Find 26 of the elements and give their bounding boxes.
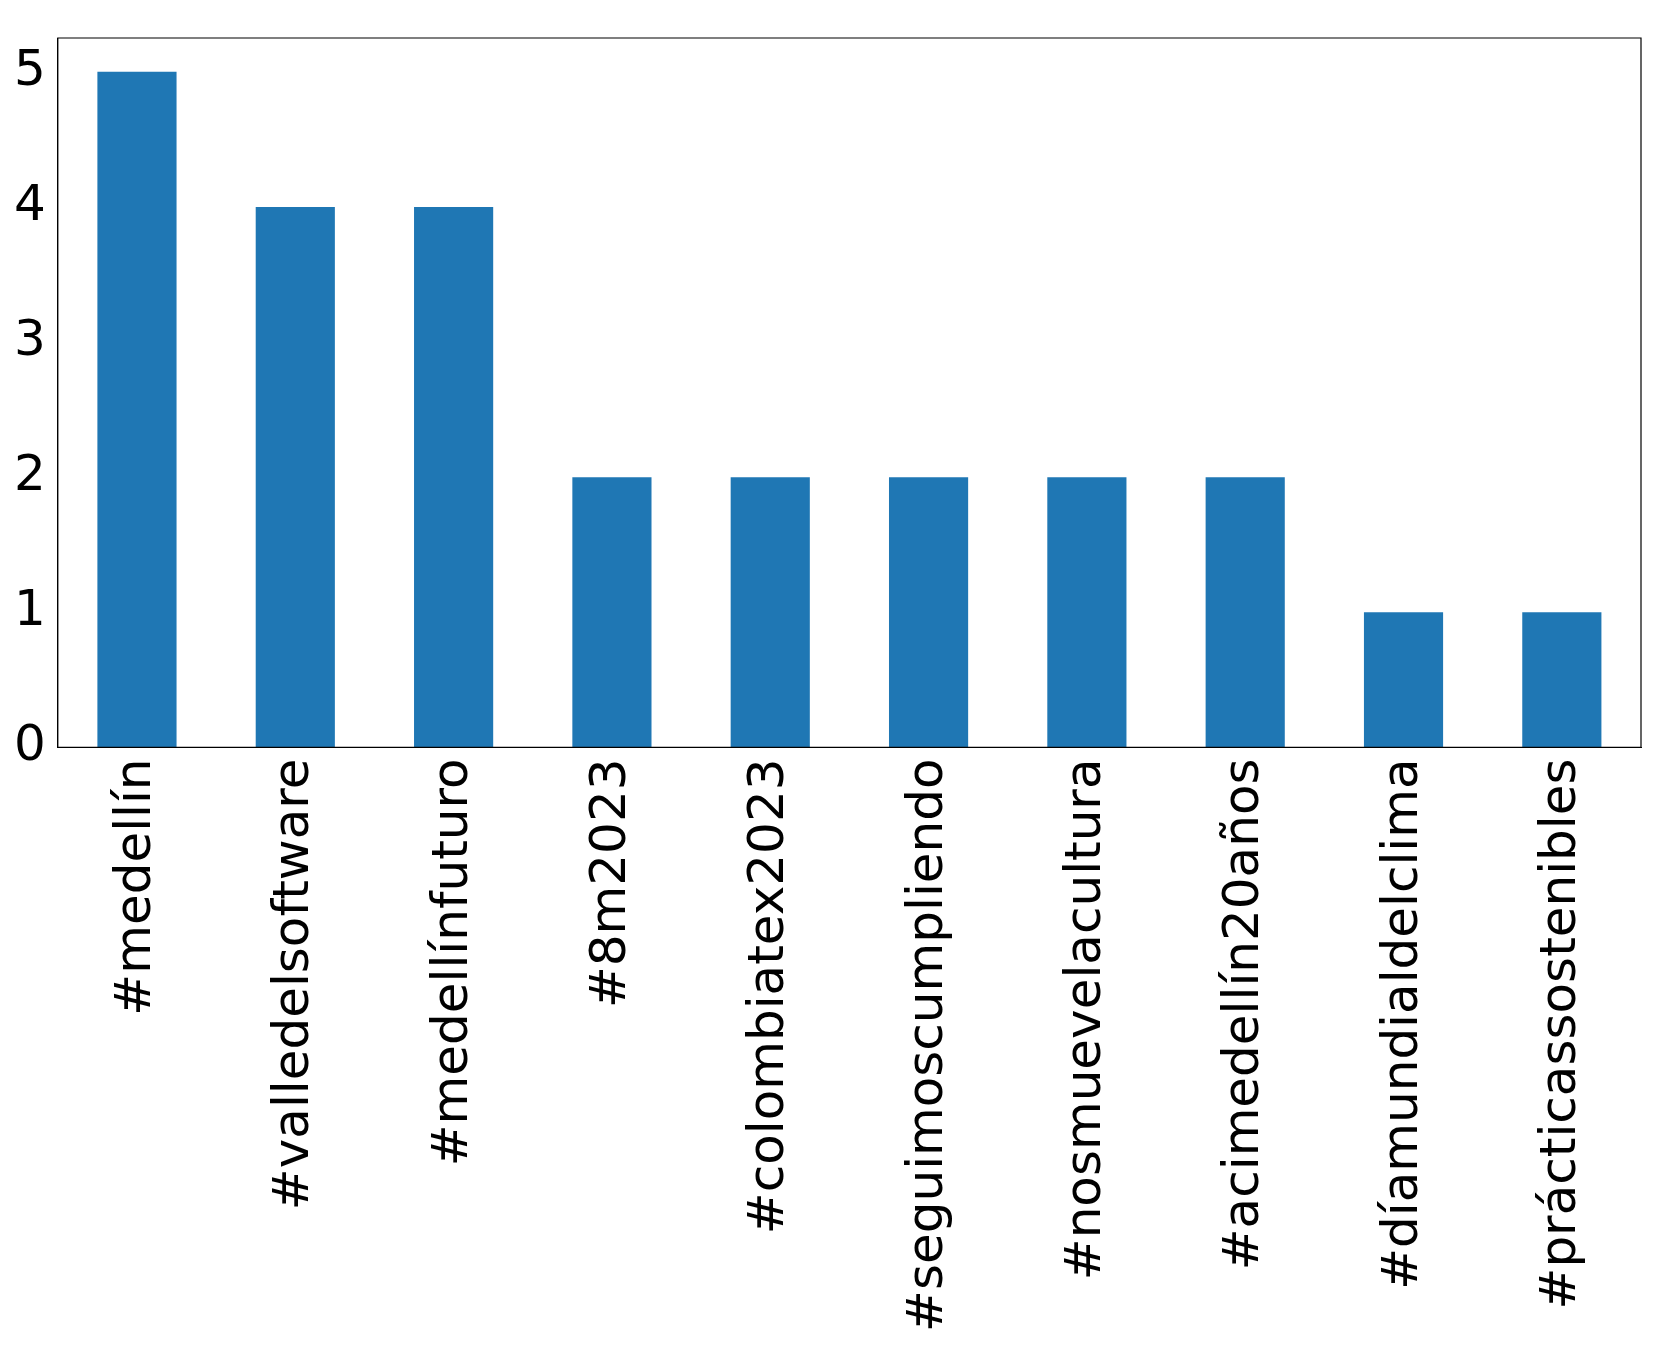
y-tick-label: 1	[14, 579, 46, 638]
bar	[414, 206, 494, 748]
bar	[888, 477, 969, 748]
bar	[1522, 612, 1602, 748]
x-tick-label: #prácticassostenibles	[1528, 758, 1587, 1310]
x-tick-label: #8m2023	[578, 758, 637, 1009]
x-tick-label: #díamundialdelclima	[1370, 758, 1429, 1290]
x-tick-label: #colombiatex2023	[737, 758, 796, 1235]
y-tick-label: 3	[14, 309, 46, 368]
y-tick-label: 2	[14, 444, 46, 503]
bar	[730, 477, 810, 748]
bar	[1047, 477, 1127, 748]
y-tick-label: 0	[14, 714, 46, 773]
bar	[572, 477, 652, 748]
y-tick-label: 5	[14, 38, 46, 97]
bar	[255, 206, 335, 748]
bar	[1363, 612, 1444, 748]
x-tick-label: #seguimoscumpliendo	[895, 758, 954, 1332]
bar	[1205, 477, 1285, 748]
x-tick-label: #nosmuevelacultura	[1053, 758, 1112, 1281]
x-tick-label: #acimedellín20años	[1212, 758, 1271, 1271]
x-tick-label: #medellín	[103, 758, 162, 1016]
bar	[97, 71, 177, 748]
x-tick-label: #valledelsoftware	[262, 758, 321, 1211]
x-tick-label: #medellínfuturo	[420, 758, 479, 1167]
y-tick-label: 4	[14, 173, 46, 232]
